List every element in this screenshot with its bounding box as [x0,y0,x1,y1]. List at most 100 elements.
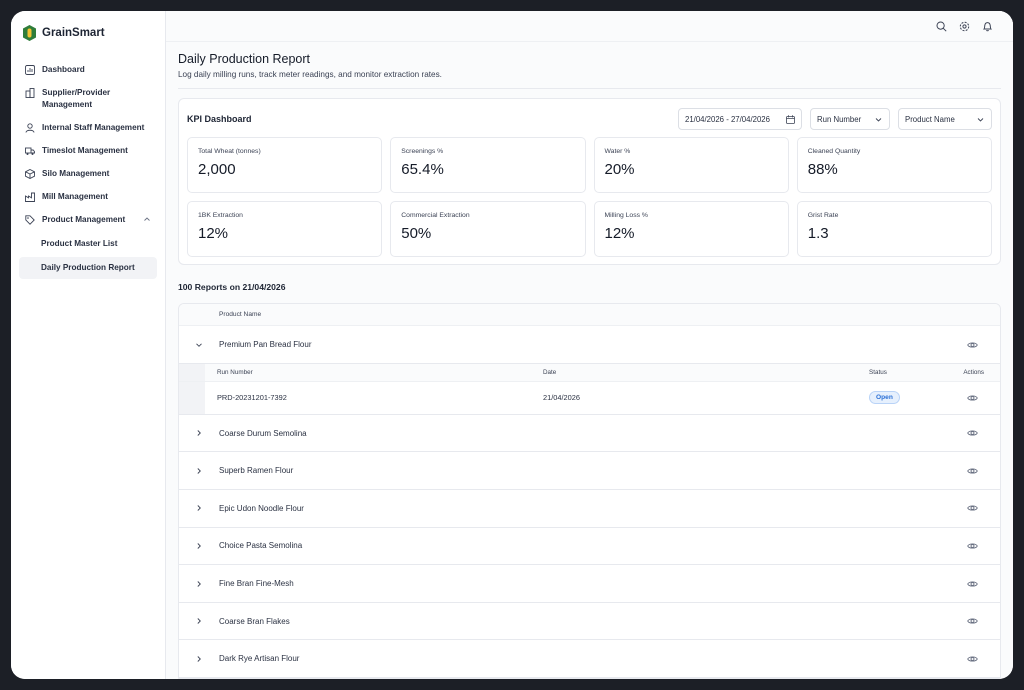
sidebar-item-supplier[interactable]: Supplier/Provider Management [19,82,157,116]
kpi-label: 1BK Extraction [198,212,243,220]
eye-icon[interactable] [967,503,978,514]
table-row[interactable]: Epic Udon Noodle Flour [179,490,1000,528]
eye-icon[interactable] [967,653,978,664]
sidebar-item-label: Internal Staff Management [42,123,145,132]
expand-toggle[interactable] [179,617,219,625]
chevron-right-icon [197,655,201,662]
eye-icon[interactable] [967,540,978,551]
kpi-value: 65.4% [401,161,444,179]
sub-table-header: Run Number Date Status Actions [179,363,1000,382]
page-title: Daily Production Report [178,52,311,67]
kpi-dashboard: KPI Dashboard 21/04/2026 - 27/04/2026 Ru… [178,98,1001,266]
sidebar-item-mill[interactable]: Mill Management [19,186,157,208]
chevron-down-icon [977,117,984,122]
app-name: GrainSmart [42,27,105,39]
top-bar [166,11,1013,43]
kpi-water: Water % 20% [593,137,789,194]
eye-icon[interactable] [967,339,978,350]
kpi-value: 50% [401,225,432,243]
app-window: GrainSmart Dashboard Supplier/Provider M… [11,11,1013,679]
logo-icon [23,25,36,41]
expand-toggle[interactable] [179,429,219,437]
kpi-value: 88% [807,161,838,179]
table-row[interactable]: Choice Pasta Semolina [179,528,1000,566]
kpi-label: Total Wheat (tonnes) [198,148,261,156]
column-header-product-name: Product Name [219,311,262,319]
kpi-value: 1.3 [807,225,829,243]
expand-toggle[interactable] [179,467,219,475]
sidebar-item-staff[interactable]: Internal Staff Management [19,117,157,139]
table-row[interactable]: Fine Bran Fine-Mesh [179,565,1000,603]
kpi-label: Grist Rate [807,212,839,220]
table-row[interactable]: Premium Pan Bread Flour [179,326,1000,364]
table-row[interactable]: Superb Ramen Flour [179,452,1000,491]
tag-icon [25,215,35,225]
column-header-actions: Actions [963,368,984,376]
kpi-grid: Total Wheat (tonnes) 2,000 Screenings % 65… [187,137,992,258]
status-badge: Open [869,391,900,405]
table-row[interactable]: Coarse Durum Semolina [179,415,1000,453]
chevron-right-icon [197,618,201,624]
product-name: Choice Pasta Semolina [219,541,303,551]
chevron-down-icon [196,343,202,347]
bell-icon[interactable] [982,21,993,32]
truck-icon [25,147,35,155]
column-header-run-number: Run Number [217,368,253,376]
indent-pad [179,381,205,414]
sidebar-item-daily-production-report[interactable]: Daily Production Report [19,257,157,279]
sidebar-item-label: Mill Management [42,192,108,201]
chevron-right-icon [197,505,201,512]
sidebar-item-silo[interactable]: Silo Management [19,163,157,185]
eye-icon[interactable] [967,392,978,403]
kpi-label: Screenings % [401,148,444,156]
eye-icon[interactable] [967,428,978,439]
eye-icon[interactable] [967,465,978,476]
kpi-value: 20% [604,161,635,179]
search-icon[interactable] [936,21,947,32]
calendar-icon [786,115,795,124]
column-header-date: Date [543,368,557,376]
kpi-value: 12% [198,225,229,243]
sub-table-row[interactable]: PRD-20231201-7392 21/04/2026 Open [179,381,1000,415]
product-name: Epic Udon Noodle Flour [219,503,304,513]
expand-toggle[interactable] [179,504,219,512]
product-name: Coarse Durum Semolina [219,428,307,438]
kpi-commercial-extraction: Commercial Extraction 50% [390,201,586,258]
date-range-picker[interactable]: 21/04/2026 - 27/04/2026 [678,108,802,131]
sidebar-item-product-management[interactable]: Product Management [19,209,157,231]
kpi-label: Commercial Extraction [401,212,470,220]
chevron-down-icon [875,117,882,122]
kpi-value: 12% [604,225,635,243]
user-icon [25,123,35,133]
gear-icon[interactable] [959,21,970,32]
expand-toggle[interactable] [179,542,219,550]
sidebar-item-timeslot[interactable]: Timeslot Management [19,140,157,162]
table-row[interactable]: Coarse Bran Flakes [179,603,1000,641]
sidebar-item-label: Timeslot Management [42,146,128,155]
report-date: 21/04/2026 [543,393,580,403]
chevron-up-icon[interactable] [143,215,151,223]
expand-toggle[interactable] [179,580,219,588]
eye-icon[interactable] [967,578,978,589]
sidebar-item-dashboard[interactable]: Dashboard [19,59,157,81]
run-number-select[interactable]: Run Number [810,108,890,131]
expand-toggle[interactable] [179,655,219,663]
product-name: Superb Ramen Flour [219,466,294,476]
product-name: Premium Pan Bread Flour [219,340,312,350]
product-name-select[interactable]: Product Name [898,108,992,131]
sidebar-item-product-master-list[interactable]: Product Master List [41,239,118,248]
logo[interactable]: GrainSmart [19,23,157,43]
indent-pad [179,363,205,381]
eye-icon[interactable] [967,616,978,627]
kpi-milling-loss: Milling Loss % 12% [593,201,789,258]
kpi-header: KPI Dashboard 21/04/2026 - 27/04/2026 Ru… [187,107,992,131]
kpi-1bk-extraction: 1BK Extraction 12% [187,201,383,258]
collapse-toggle[interactable] [179,341,219,349]
table-header: Product Name [179,304,1000,327]
table-row[interactable]: Dark Rye Artisan Flour [179,640,1000,678]
date-range-value: 21/04/2026 - 27/04/2026 [685,114,770,124]
product-name: Fine Bran Fine-Mesh [219,579,294,589]
column-header-status: Status [869,368,887,376]
kpi-value: 2,000 [198,161,236,179]
kpi-grist-rate: Grist Rate 1.3 [796,201,992,258]
